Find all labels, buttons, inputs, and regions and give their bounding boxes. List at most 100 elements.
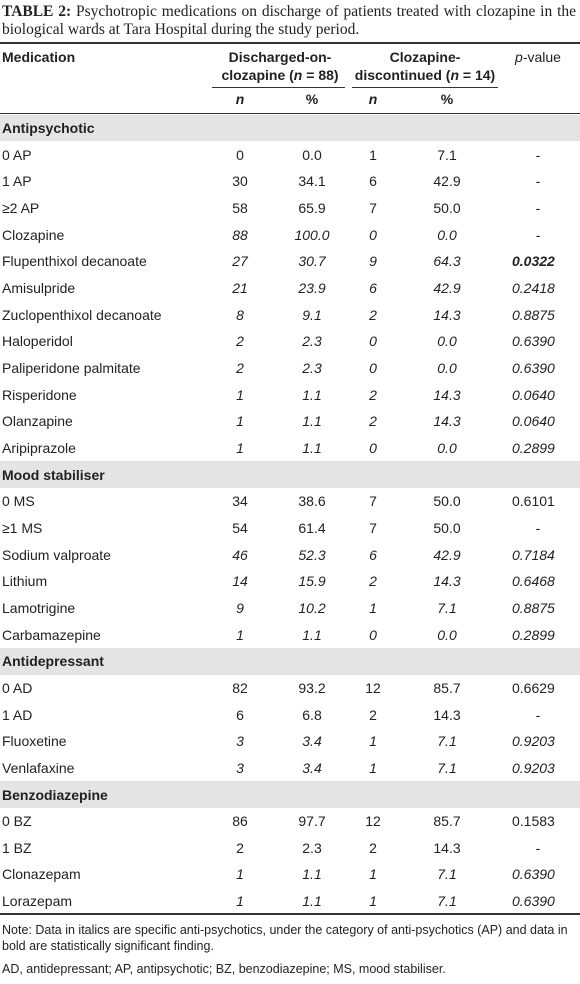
cell: 38.6: [298, 493, 326, 510]
section-band: [0, 647, 580, 675]
row-label: Paliperidone palmitate: [2, 359, 141, 376]
p-value: -: [535, 226, 541, 243]
cell: 58: [232, 199, 248, 216]
header-group: Discharged-on-: [228, 49, 332, 65]
cell: 0.0: [437, 226, 457, 243]
cell: 8: [236, 306, 244, 323]
cell: 1: [236, 866, 244, 883]
cell: 7.1: [437, 893, 457, 910]
cell: 50.0: [433, 493, 461, 510]
row-label: Amisulpride: [2, 279, 76, 296]
header-text: = 88): [302, 67, 339, 83]
cell: 1: [236, 413, 244, 430]
cell: 1: [369, 866, 377, 883]
p-value: 0.8875: [512, 306, 555, 323]
top-rule: [0, 42, 580, 44]
header-group: clozapine (n = 88): [207, 67, 353, 83]
p-value: -: [535, 146, 541, 163]
p-value: 0.0640: [512, 413, 555, 430]
p-value: 0.2418: [512, 279, 555, 296]
cell: 46: [232, 546, 248, 563]
p-value: -: [535, 173, 541, 190]
p-value: 0.0640: [512, 386, 555, 403]
p-value: 0.2899: [512, 626, 555, 643]
cell: 1: [369, 893, 377, 910]
cell: 1: [236, 893, 244, 910]
cell: 42.9: [433, 279, 461, 296]
cell: 7.1: [437, 733, 457, 750]
group-rule: [352, 87, 498, 88]
section-band: [0, 781, 580, 808]
p-value: 0.6390: [512, 359, 555, 376]
cell: 6: [369, 173, 377, 190]
cell: 21: [232, 279, 248, 296]
cell: 1.1: [302, 866, 322, 883]
cell: 14.3: [433, 706, 461, 723]
p-value: -: [535, 199, 541, 216]
section-label: Antidepressant: [2, 653, 104, 670]
cell: 50.0: [433, 199, 461, 216]
cell: 3: [236, 759, 244, 776]
p-value: 0.9203: [512, 759, 555, 776]
cell: 42.9: [433, 546, 461, 563]
p-value: 0.6390: [512, 893, 555, 910]
header-p-value: p-value: [500, 49, 576, 65]
cell: 10.2: [298, 599, 326, 616]
row-label: 1 AD: [2, 706, 33, 723]
cell: 97.7: [298, 813, 326, 830]
row-label: Zuclopenthixol decanoate: [2, 306, 162, 323]
cell: 9.1: [302, 306, 322, 323]
cell: 1.1: [302, 386, 322, 403]
p-value: 0.6390: [512, 333, 555, 350]
cell: 2: [236, 333, 244, 350]
cell: 0: [369, 226, 377, 243]
row-label: Risperidone: [2, 386, 77, 403]
header-text: discontinued (: [354, 67, 451, 83]
cell: 82: [232, 679, 248, 696]
cell: 52.3: [298, 546, 326, 563]
row-label: 0 BZ: [2, 813, 32, 830]
cell: 34.1: [298, 173, 326, 190]
cell: 6: [369, 279, 377, 296]
cell: 42.9: [433, 173, 461, 190]
p-value: -: [535, 519, 541, 536]
cell: 1: [369, 599, 377, 616]
cell: 2.3: [302, 359, 322, 376]
cell: 93.2: [298, 679, 326, 696]
cell: 1: [236, 626, 244, 643]
row-label: Clonazepam: [2, 866, 81, 883]
section-band: [0, 114, 580, 142]
section-label: Benzodiazepine: [2, 786, 108, 803]
cell: 14.3: [433, 573, 461, 590]
cell: 9: [369, 253, 377, 270]
row-label: 0 AP: [2, 146, 32, 163]
table-label: TABLE 2:: [2, 3, 72, 20]
row-label: 0 MS: [2, 493, 35, 510]
header-text: -value: [522, 49, 561, 65]
cell: 34: [232, 493, 248, 510]
section-label: Antipsychotic: [2, 120, 95, 136]
sub-header: n: [235, 91, 245, 107]
p-value: -: [535, 706, 541, 723]
cell: 7.1: [437, 759, 457, 776]
cell: 9: [236, 599, 244, 616]
cell: 2: [369, 706, 377, 723]
cell: 86: [232, 813, 248, 830]
cell: 1: [369, 759, 377, 776]
cell: 1.1: [302, 626, 322, 643]
cell: 6.8: [302, 706, 322, 723]
p-value: 0.7184: [512, 546, 555, 563]
cell: 0.0: [437, 333, 457, 350]
cell: 50.0: [433, 519, 461, 536]
row-label: Clozapine: [2, 226, 65, 243]
row-label: Venlafaxine: [2, 759, 75, 776]
cell: 30: [232, 173, 248, 190]
row-label: ≥2 AP: [2, 199, 40, 216]
p-value: 0.8875: [512, 599, 555, 616]
group-rule: [212, 87, 345, 88]
header-text: = 14): [459, 67, 496, 83]
cell: 1.1: [302, 893, 322, 910]
note: Note: Data in italics are specific anti-…: [2, 923, 568, 953]
cell: 3.4: [302, 733, 322, 750]
p-value: 0.9203: [512, 733, 555, 750]
